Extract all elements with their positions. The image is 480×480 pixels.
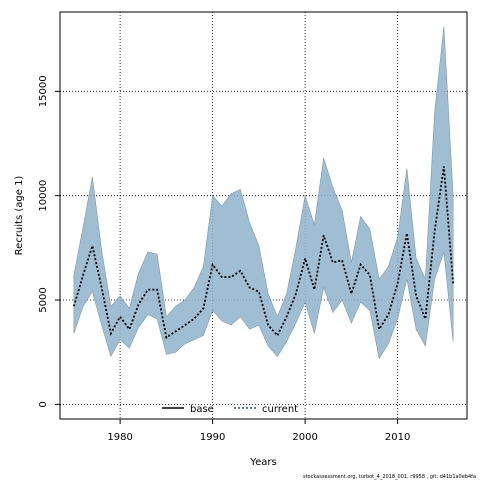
legend: base current bbox=[162, 404, 298, 415]
x-axis: 1980 1990 2000 2010 bbox=[107, 419, 410, 443]
y-axis: 0 5000 10000 15000 bbox=[38, 75, 60, 408]
x-tick-label: 1980 bbox=[107, 432, 132, 443]
legend-label-base: base bbox=[190, 404, 214, 415]
y-tick-label: 15000 bbox=[38, 75, 49, 107]
y-tick-label: 5000 bbox=[38, 287, 49, 312]
legend-label-current: current bbox=[262, 404, 298, 415]
x-tick-label: 1990 bbox=[200, 432, 225, 443]
x-tick-label: 2000 bbox=[292, 432, 317, 443]
y-tick-label: 0 bbox=[38, 401, 49, 407]
series-line-current bbox=[73, 166, 455, 340]
plot-frame bbox=[59, 11, 468, 420]
y-axis-title: Recruits (age 1) bbox=[14, 176, 25, 256]
y-tick-label: 10000 bbox=[38, 180, 49, 212]
x-axis-title: Years bbox=[249, 457, 276, 468]
confidence-band bbox=[73, 26, 454, 360]
x-tick-label: 2010 bbox=[385, 432, 410, 443]
footnote: stockassessment.org, turbot_4_2018_001, … bbox=[303, 474, 476, 480]
